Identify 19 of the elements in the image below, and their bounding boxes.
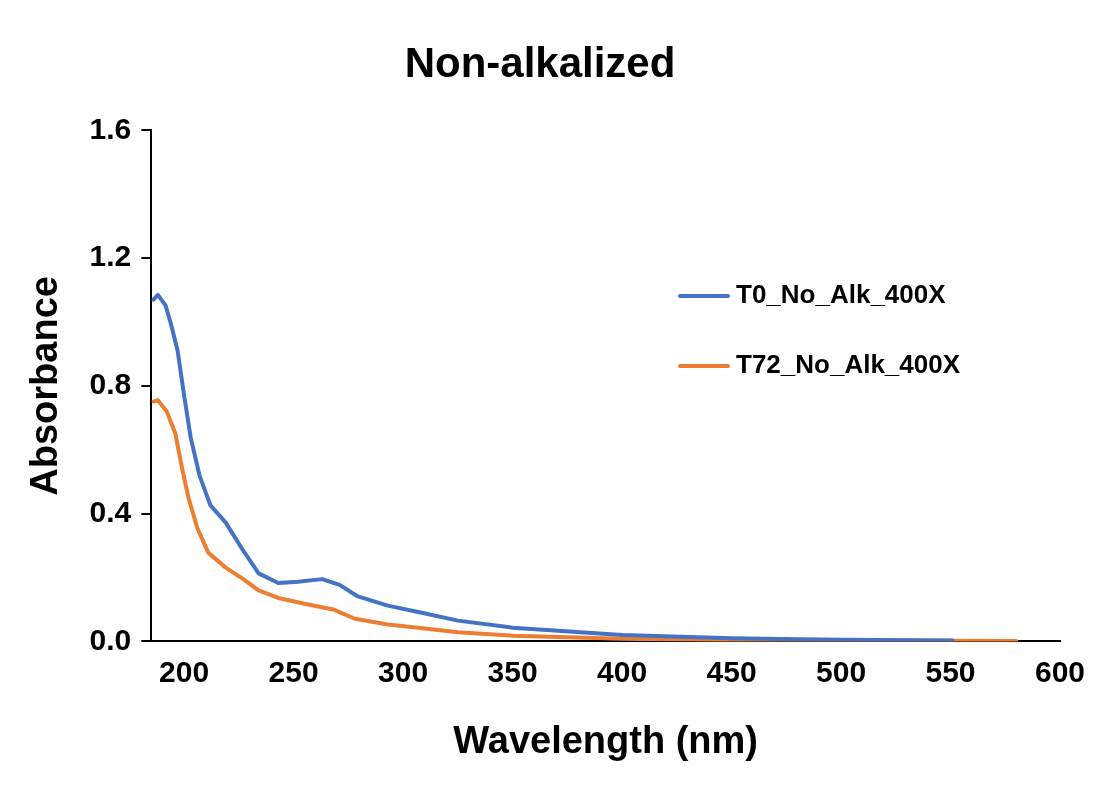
y-tick-label: 0.0 bbox=[89, 622, 132, 656]
x-axis-title: Wavelength (nm) bbox=[453, 718, 759, 761]
x-tick-label: 350 bbox=[487, 654, 538, 688]
x-tick-label: 500 bbox=[816, 654, 867, 688]
x-tick-label: 200 bbox=[159, 654, 210, 688]
y-axis-title: Absorbance bbox=[23, 276, 66, 496]
legend-label: T72_No_Alk_400X bbox=[736, 349, 961, 380]
y-tick-label: 1.6 bbox=[89, 111, 132, 145]
x-tick-label: 450 bbox=[706, 654, 757, 688]
chart-title: Non-alkalized bbox=[404, 38, 676, 86]
y-tick-label: 0.4 bbox=[89, 494, 132, 528]
y-tick-label: 0.8 bbox=[89, 367, 132, 401]
x-tick-label: 600 bbox=[1034, 654, 1086, 688]
x-tick-label: 300 bbox=[378, 654, 429, 688]
legend-label: T0_No_Alk_400X bbox=[736, 279, 947, 310]
y-tick-label: 1.2 bbox=[89, 239, 132, 273]
x-tick-label: 550 bbox=[925, 654, 976, 688]
x-tick-label: 400 bbox=[597, 654, 648, 688]
x-tick-label: 250 bbox=[268, 654, 319, 688]
